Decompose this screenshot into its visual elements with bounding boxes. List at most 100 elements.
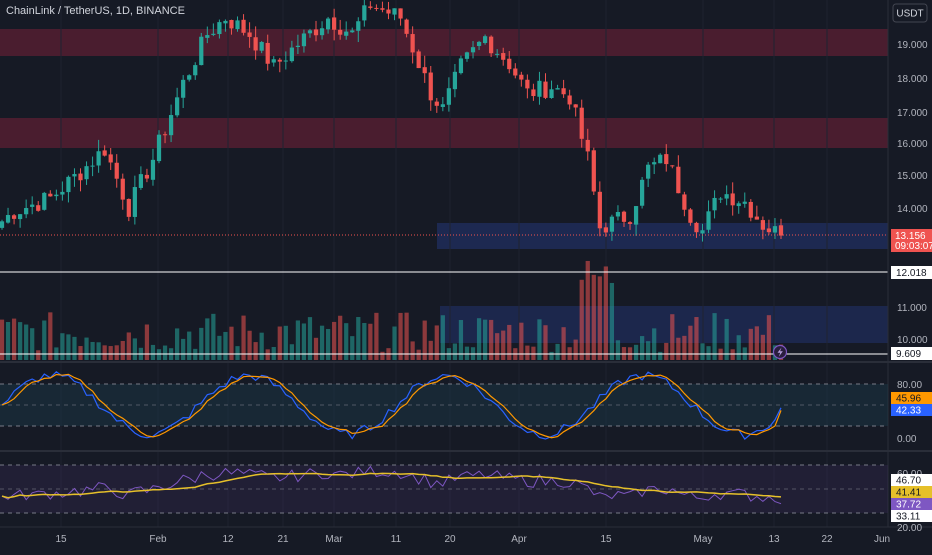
time-label: Apr — [511, 534, 527, 545]
lightning-alert-icon[interactable] — [772, 344, 788, 360]
volume-bar — [96, 342, 101, 360]
price-tick: 16.000 — [897, 139, 928, 150]
volume-bar — [452, 343, 458, 360]
candle-body — [380, 8, 385, 10]
volume-bar — [736, 335, 741, 360]
volume-bar — [217, 335, 222, 360]
volume-bar — [398, 312, 403, 360]
volume-bar — [24, 324, 29, 360]
candle-body — [332, 17, 337, 30]
volume-bar — [537, 319, 542, 360]
volume-bar — [187, 331, 192, 360]
volume-bar — [368, 323, 373, 360]
volume-bar — [265, 349, 270, 360]
candle-body — [597, 191, 602, 229]
candle-body — [676, 166, 681, 194]
candle-body — [277, 59, 282, 62]
volume-bar — [126, 332, 131, 360]
volume-bar — [301, 323, 307, 360]
time-label: 22 — [821, 534, 833, 545]
price-tick: 19.000 — [897, 40, 928, 51]
volume-bar — [410, 341, 415, 360]
volume-bar — [760, 334, 765, 360]
volume-bar — [706, 346, 711, 360]
candle-body — [452, 71, 458, 90]
resistance-zone-lower — [0, 118, 888, 148]
candle-body — [682, 194, 687, 210]
candle-body — [700, 230, 705, 234]
price-tick: 17.000 — [897, 108, 928, 119]
stoch-panel — [0, 371, 888, 440]
volume-bar — [229, 326, 234, 360]
candle-body — [670, 165, 675, 167]
volume-bar — [434, 325, 439, 360]
volume-bar — [350, 336, 355, 360]
candle-body — [513, 68, 518, 76]
volume-bar — [754, 326, 759, 360]
volume-bar — [670, 314, 675, 360]
volume-bar — [694, 317, 699, 360]
time-label: 13 — [768, 534, 780, 545]
candle-body — [144, 174, 150, 179]
time-axis[interactable]: 15 Feb 12 21 Mar 11 20 Apr 15 May 13 22 … — [55, 534, 890, 545]
volume-bar — [108, 346, 113, 360]
volume-bar — [440, 315, 445, 360]
volume-bar — [362, 322, 367, 360]
volume-bar — [235, 346, 240, 360]
candle-body — [217, 22, 222, 35]
candle-body — [561, 88, 566, 95]
rsi-ma-line — [1, 472, 782, 499]
candle-body — [102, 150, 107, 156]
volume-bar — [132, 338, 137, 360]
candle-body — [350, 30, 355, 33]
rsi-label-d-bg — [891, 510, 932, 522]
rsi-axis[interactable]: 60.00 20.00 46.70 41.41 37.72 33.11 — [891, 469, 932, 534]
volume-bar — [658, 351, 663, 360]
volume-bar — [682, 335, 687, 360]
candle-body — [458, 58, 464, 74]
time-label: Feb — [149, 534, 167, 545]
price-axis[interactable]: 19.000 18.000 17.000 16.000 15.000 14.00… — [891, 40, 932, 360]
candle-body — [609, 216, 615, 232]
level-b-label-bg — [891, 347, 932, 360]
rsi-tick: 20.00 — [897, 523, 922, 534]
candle-body — [205, 35, 210, 38]
volume-bar — [501, 330, 506, 360]
volume-bar — [30, 328, 35, 360]
candle-body — [555, 88, 560, 90]
candle-body — [11, 215, 17, 219]
time-label: 11 — [391, 534, 402, 545]
volume-bar — [652, 328, 657, 360]
stoch-d-label-bg — [891, 392, 932, 404]
stoch-axis[interactable]: 80.00 0.00 45.96 42.33 — [891, 380, 932, 445]
candle-body — [132, 187, 137, 217]
candle-body — [410, 34, 415, 53]
volume-bar — [724, 318, 729, 360]
candle-body — [162, 134, 168, 136]
candle-body — [398, 8, 403, 19]
candle-body — [603, 227, 608, 233]
candle-body — [627, 222, 633, 224]
volume-bar — [307, 317, 313, 360]
candle-body — [181, 79, 186, 98]
currency-button[interactable]: USDT — [892, 3, 928, 23]
price-tick: 15.000 — [897, 171, 928, 182]
candle-body — [766, 228, 772, 233]
candle-body — [48, 193, 53, 197]
candle-body — [72, 174, 77, 177]
candle-body — [0, 221, 5, 228]
candle-body — [253, 37, 258, 51]
volume-bar — [676, 337, 681, 360]
candle-body — [187, 75, 192, 80]
candle-body — [42, 192, 47, 210]
candle-body — [175, 97, 180, 116]
volume-bar — [48, 312, 53, 360]
candle-body — [344, 31, 349, 36]
volume-bar — [646, 341, 651, 360]
currency-button-frame[interactable] — [892, 3, 928, 23]
candle-body — [138, 174, 144, 188]
volume-bar — [144, 324, 150, 360]
candle-body — [712, 197, 717, 211]
